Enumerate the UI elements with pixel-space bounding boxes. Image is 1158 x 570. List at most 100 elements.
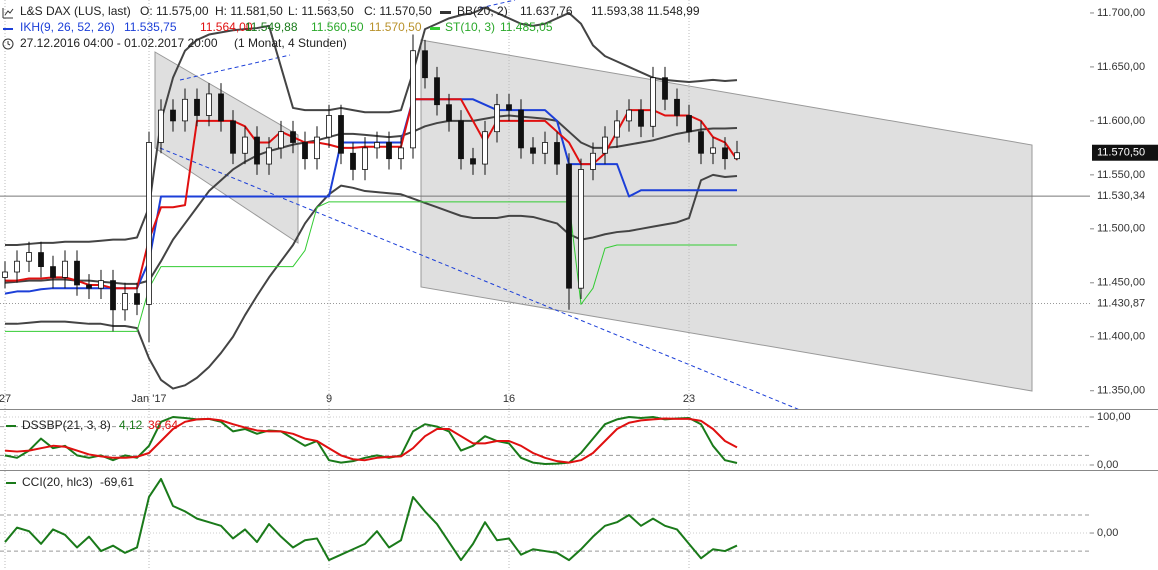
legend-swatch: [440, 11, 451, 14]
legend-swatch: [430, 27, 440, 30]
candle-body: [434, 77, 440, 106]
period: (1 Monat, 4 Stunden): [234, 36, 347, 50]
candle-body: [446, 104, 452, 122]
candle-body: [578, 169, 584, 289]
candle-body: [602, 136, 608, 154]
candle-body: [134, 293, 140, 305]
candle-body: [638, 109, 644, 127]
ohlc-open: O: 11.575,00: [140, 4, 209, 18]
indicator-value: 11.535,75: [124, 20, 177, 34]
x-tick-label: 27: [0, 393, 11, 405]
candle-body: [230, 120, 236, 154]
candle-body: [506, 104, 512, 111]
indicator-line: [4, 417, 738, 464]
y-tick-label: 11.650,00: [1097, 61, 1145, 73]
x-tick-label: Jan '17: [131, 393, 166, 405]
candle-body: [158, 109, 164, 143]
price-marker-label: 11.530,34: [1097, 190, 1145, 202]
indicator-value: 4,12: [119, 418, 143, 432]
price-marker-label: 11.430,87: [1097, 297, 1145, 309]
y-tick-label: 11.400,00: [1097, 331, 1145, 343]
candle-body: [386, 142, 392, 160]
candle-body: [326, 115, 332, 138]
x-tick-label: 23: [683, 393, 695, 405]
candle-body: [218, 93, 224, 122]
candle-body: [554, 142, 560, 165]
candle-body: [314, 136, 320, 160]
indicator-line: [4, 114, 738, 285]
indicator-name: DSSBP(21, 3, 8): [22, 418, 111, 432]
candle-body: [470, 158, 476, 165]
clock-icon: [2, 38, 14, 50]
candle-body: [170, 109, 176, 122]
y-tick-label: 100,00: [1097, 411, 1131, 423]
candle-body: [530, 147, 536, 154]
chart-icon: [2, 8, 14, 19]
candle-body: [290, 131, 296, 143]
indicator-value: 36,64: [148, 418, 178, 432]
ohlc-close: C: 11.570,50: [364, 4, 432, 18]
candle-body: [62, 260, 68, 278]
date-range: 27.12.2016 04:00 - 01.02.2017 20:00: [20, 36, 218, 50]
indicator-line: [5, 173, 738, 390]
candle-body: [458, 120, 464, 160]
indicator-line: [4, 416, 738, 466]
y-tick-label: 11.600,00: [1097, 115, 1145, 127]
indicator-value: 11.570,50: [369, 20, 422, 34]
price-marker-box: [1092, 144, 1158, 161]
legend-line: IKH(9, 26, 52, 26) 11.535,75 11.564,00 1…: [20, 20, 553, 34]
indicator-name: ST(10, 3): [445, 20, 495, 34]
indicator-value: -69,61: [100, 475, 134, 489]
legend-line: CCI(20, hlc3) -69,61: [22, 475, 134, 489]
legend-line: 27.12.2016 04:00 - 01.02.2017 20:00 (1 M…: [20, 36, 347, 50]
candle-body: [266, 147, 272, 165]
trend-line: [179, 54, 291, 81]
candle-body: [110, 280, 116, 311]
clock-icon: [7, 41, 11, 46]
candle-body: [254, 136, 260, 165]
candle-body: [2, 271, 8, 278]
indicator-name: BB(20, 2): [457, 4, 508, 18]
candle-body: [50, 266, 56, 278]
y-tick-label: 11.550,00: [1097, 169, 1145, 181]
candle-body: [26, 252, 32, 262]
indicator-line: [4, 477, 738, 562]
candle-body: [734, 152, 740, 160]
legend-line: L&S DAX (LUS, last) O: 11.575,00 H: 11.5…: [20, 4, 700, 18]
indicator-value: 11.593,38: [591, 4, 644, 18]
candle-body: [74, 260, 80, 286]
candle-body: [122, 293, 128, 311]
candle-body: [194, 98, 200, 116]
indicator-value: 11.564,00: [200, 20, 253, 34]
indicator-value: 11.549,88: [245, 20, 298, 34]
candle-body: [182, 98, 188, 122]
y-tick-label: 11.350,00: [1097, 385, 1145, 397]
ohlc-low: L: 11.563,50: [288, 4, 354, 18]
candle-body: [710, 147, 716, 154]
trend-line: [479, 0, 516, 9]
legend-line: DSSBP(21, 3, 8) 4,12 36,64: [22, 418, 178, 432]
y-tick-label: 11.450,00: [1097, 277, 1145, 289]
y-tick-label: 11.700,00: [1097, 7, 1145, 19]
candle-body: [482, 131, 488, 165]
candle-body: [206, 93, 212, 116]
indicator-line: [5, 201, 737, 332]
candle-body: [614, 120, 620, 138]
candle-body: [626, 109, 632, 122]
indicator-value: 11.637,76: [520, 4, 573, 18]
symbol: L&S DAX (LUS, last): [20, 4, 131, 18]
indicator-value: 11.548,99: [647, 4, 700, 18]
trend-channel: [154, 51, 299, 244]
candle-body: [542, 142, 548, 154]
candle-body: [722, 147, 728, 160]
indicator-value: 11.485,05: [500, 20, 553, 34]
candle-body: [686, 115, 692, 133]
candle-body: [518, 109, 524, 149]
x-tick-label: 16: [503, 393, 515, 405]
candle-body: [14, 260, 20, 273]
y-tick-label: 11.500,00: [1097, 223, 1145, 235]
candle-body: [590, 152, 596, 170]
